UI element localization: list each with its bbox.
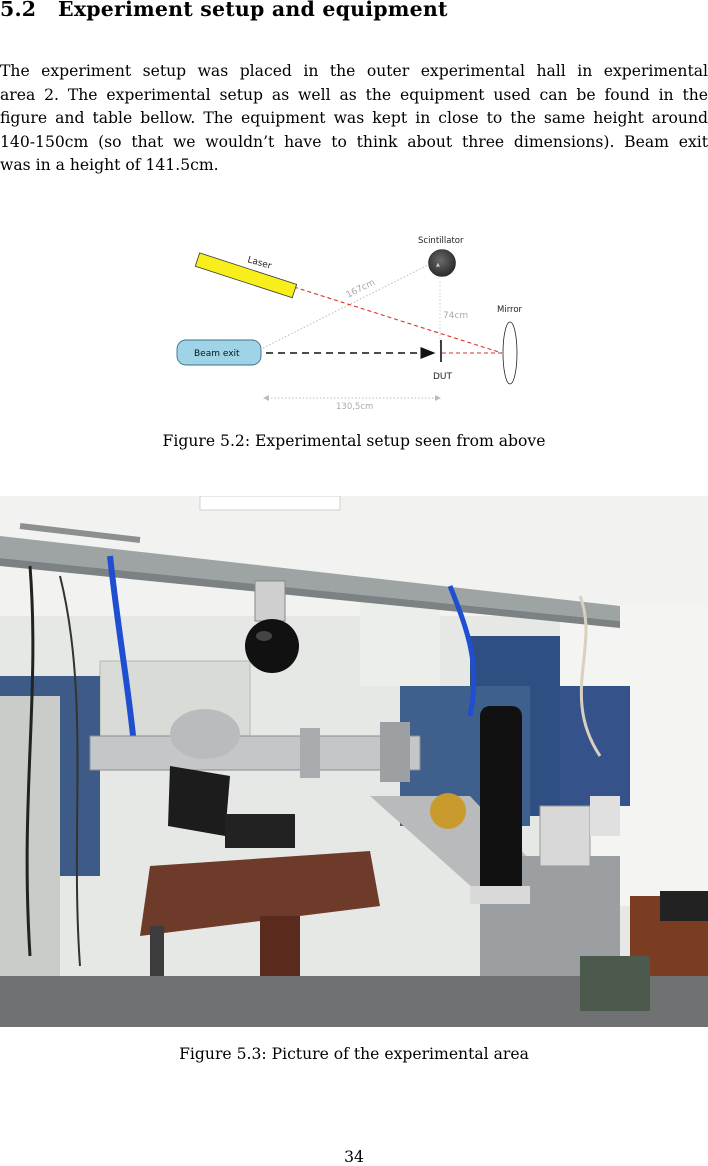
paragraph-line: figure and table bellow. The equipment w… bbox=[0, 109, 708, 128]
figure-caption-setup: Figure 5.2: Experimental setup seen from… bbox=[162, 432, 546, 450]
paragraph-line: The experiment setup was placed in the o… bbox=[0, 62, 708, 80]
mirror-icon bbox=[502, 321, 518, 385]
setup-diagram: 167cm 74cm Laser Scintillator ▲ Mirror B… bbox=[176, 236, 523, 412]
laser-path bbox=[293, 286, 503, 354]
distance-label-diagonal: 167cm bbox=[345, 278, 377, 301]
scintillator-label: Scintillator bbox=[418, 236, 464, 246]
beam-exit-box bbox=[176, 339, 262, 366]
distance-label-vertical: 74cm bbox=[443, 311, 468, 321]
section-heading: 5.2 Experiment setup and equipment bbox=[0, 0, 448, 21]
paragraph-line: 140-150cm (so that we wouldn’t have to t… bbox=[0, 132, 708, 151]
mirror-label: Mirror bbox=[497, 305, 523, 315]
distance-label-horizontal: 130,5cm bbox=[336, 402, 373, 412]
section-number: 5.2 bbox=[0, 0, 37, 21]
distance-line-diagonal bbox=[262, 263, 431, 349]
experimental-area-photo bbox=[0, 496, 708, 1027]
paragraph-line: was in a height of 141.5cm. bbox=[0, 156, 219, 175]
body-paragraph: The experiment setup was placed in the o… bbox=[0, 60, 708, 178]
scintillator-mark: ▲ bbox=[436, 262, 440, 268]
paragraph-line: area 2. The experimental setup as well a… bbox=[0, 85, 708, 104]
figure-caption-photo: Figure 5.3: Picture of the experimental … bbox=[179, 1045, 529, 1063]
section-title: Experiment setup and equipment bbox=[58, 0, 448, 21]
scintillator-icon bbox=[428, 249, 456, 277]
page-number: 34 bbox=[344, 1148, 364, 1166]
laser-device bbox=[194, 252, 298, 299]
beam-exit-label: Beam exit bbox=[194, 349, 240, 359]
dut-label: DUT bbox=[433, 372, 453, 382]
